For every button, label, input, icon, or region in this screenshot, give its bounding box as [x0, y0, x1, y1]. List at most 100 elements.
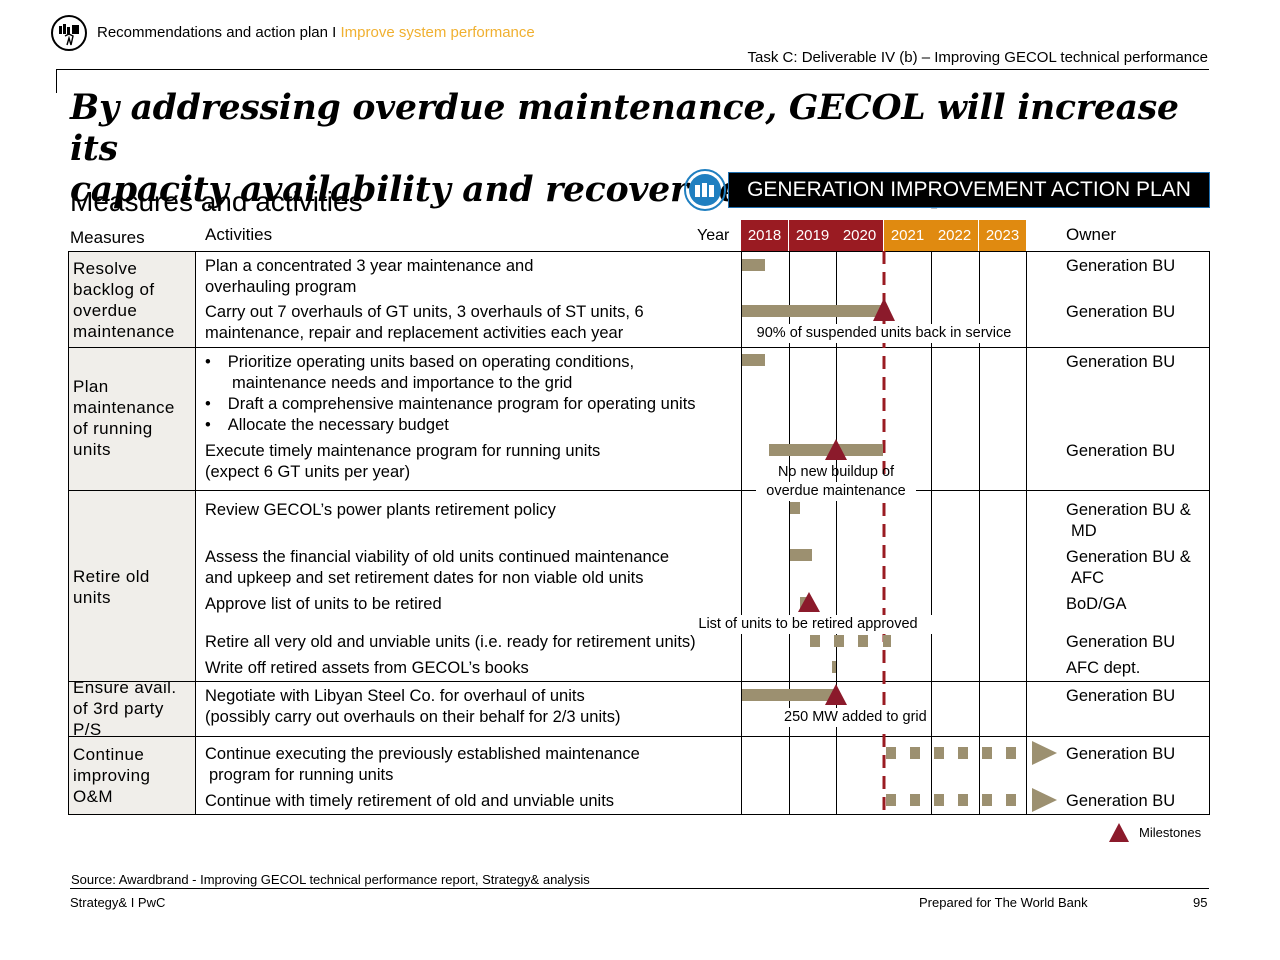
gantt-bar	[834, 635, 844, 647]
gantt-bar	[832, 661, 836, 673]
page-title: By addressing overdue maintenance, GECOL…	[70, 88, 1230, 211]
breadcrumb-topic: Improve system performance	[340, 24, 535, 41]
grid-line	[1026, 251, 1027, 815]
owner-header: Owner	[1066, 225, 1117, 244]
measure-continue-om: Continue improving O&M	[69, 737, 196, 814]
gantt-bar	[790, 549, 812, 561]
activity-write-off: Write off retired assets from GECOL’s bo…	[205, 659, 529, 677]
header-rule-tick	[56, 69, 57, 93]
gantt-bar	[1006, 794, 1016, 806]
gantt-bar	[982, 747, 992, 759]
year-header: Year	[697, 227, 730, 244]
note-no-buildup: No new buildup of overdue maintenance	[756, 463, 916, 501]
note-250mw: 250 MW added to grid	[784, 708, 927, 727]
measure-retire-old-units: Retire old units	[69, 491, 196, 681]
activity-approve-list: Approve list of units to be retired	[205, 595, 442, 613]
gantt-bar	[742, 259, 765, 271]
page-title-line-1: By addressing overdue maintenance, GECOL…	[70, 88, 1179, 169]
owner-cell: Generation BU	[1066, 303, 1176, 321]
gantt-bar	[910, 747, 920, 759]
header-rule	[56, 69, 1209, 70]
source-note: Source: Awardbrand - Improving GECOL tec…	[71, 872, 590, 887]
owner-cell: Generation BU & MD	[1066, 501, 1191, 540]
milestone-marker	[825, 684, 847, 705]
activity-prioritize-units: • Prioritize operating units based on ope…	[205, 353, 696, 434]
action-plan-banner: GENERATION IMPROVEMENT ACTION PLAN	[728, 172, 1210, 208]
owner-cell: Generation BU	[1066, 633, 1176, 651]
measures-header: Measures	[70, 228, 145, 247]
owner-cell: Generation BU	[1066, 792, 1176, 810]
note-retired-list-approved: List of units to be retired approved	[684, 615, 932, 634]
milestone-legend-icon	[1109, 823, 1129, 842]
gantt-bar	[934, 794, 944, 806]
grid-line	[836, 251, 837, 815]
owner-cell: BoD/GA	[1066, 595, 1127, 613]
activity-execute-maintenance: Execute timely maintenance program for r…	[205, 442, 601, 481]
gantt-bar	[958, 794, 968, 806]
row-separator	[69, 490, 1209, 491]
power-plant-icon	[684, 169, 726, 211]
gantt-bar	[742, 689, 836, 701]
milestone-marker	[825, 439, 847, 460]
gantt-bar	[790, 502, 800, 514]
owner-cell: Generation BU	[1066, 353, 1176, 371]
owner-cell: Generation BU	[1066, 257, 1176, 275]
footer-rule	[70, 888, 1209, 889]
owner-cell: Generation BU & AFC	[1066, 548, 1191, 587]
note-suspended-units: 90% of suspended units back in service	[742, 324, 1026, 343]
gantt-bar	[810, 635, 820, 647]
gantt-bar	[883, 635, 891, 647]
breadcrumb: Recommendations and action plan I Improv…	[97, 24, 535, 41]
breadcrumb-separator: I	[332, 24, 337, 41]
row-separator	[69, 681, 1209, 682]
gantt-bar	[982, 794, 992, 806]
grid-line	[931, 251, 932, 815]
gantt-bar	[769, 444, 883, 456]
gantt-bar	[1006, 747, 1016, 759]
continuation-arrow	[1032, 788, 1057, 812]
page-number: 95	[1193, 895, 1208, 910]
activity-assess-viability: Assess the financial viability of old un…	[205, 548, 670, 587]
footer-prepared-for: Prepared for The World Bank	[919, 895, 1088, 910]
row-separator	[69, 347, 1209, 348]
gantt-bar	[858, 635, 868, 647]
owner-cell: Generation BU	[1066, 745, 1176, 763]
milestone-marker	[873, 298, 895, 321]
activity-retire-units: Retire all very old and unviable units (…	[205, 633, 696, 651]
task-label: Task C: Deliverable IV (b) – Improving G…	[747, 49, 1208, 66]
continuation-arrow	[1032, 741, 1057, 765]
owner-cell: AFC dept.	[1066, 659, 1141, 677]
activity-review-policy: Review GECOL’s power plants retirement p…	[205, 501, 556, 519]
activity-plan-program: Plan a concentrated 3 year maintenance a…	[205, 257, 534, 296]
measure-third-party: Ensure avail. of 3rd party P/S	[69, 682, 196, 736]
section-subtitle: Measures and activities	[70, 186, 363, 217]
gantt-bar	[886, 747, 896, 759]
activity-carry-out-overhauls: Carry out 7 overhauls of GT units, 3 ove…	[205, 303, 644, 342]
grid-line	[741, 251, 742, 815]
action-plan-table	[68, 251, 1210, 815]
grid-line	[789, 251, 790, 815]
gantt-bar	[886, 794, 896, 806]
year-2018: 2018	[741, 220, 788, 251]
year-2021: 2021	[884, 220, 931, 251]
grid-line	[979, 251, 980, 815]
year-2023: 2023	[979, 220, 1026, 251]
activity-negotiate-libyan-steel: Negotiate with Libyan Steel Co. for over…	[205, 687, 621, 726]
activity-continue-maintenance: Continue executing the previously establ…	[205, 745, 640, 784]
gantt-bar	[742, 354, 765, 366]
footer-brand: Strategy& I PwC	[70, 895, 166, 910]
measure-plan-maintenance: Plan maintenance of running units	[69, 348, 196, 490]
activity-continue-retirement: Continue with timely retirement of old a…	[205, 792, 615, 810]
legend-milestones: Milestones	[1139, 825, 1202, 840]
owner-cell: Generation BU	[1066, 687, 1176, 705]
gantt-bar	[958, 747, 968, 759]
year-2022: 2022	[931, 220, 978, 251]
activities-header: Activities	[205, 225, 273, 244]
owner-cell: Generation BU	[1066, 442, 1176, 460]
year-2019: 2019	[789, 220, 836, 251]
milestone-marker	[798, 592, 820, 612]
company-logo-icon	[51, 15, 87, 51]
row-separator	[69, 736, 1209, 737]
gantt-bar	[934, 747, 944, 759]
